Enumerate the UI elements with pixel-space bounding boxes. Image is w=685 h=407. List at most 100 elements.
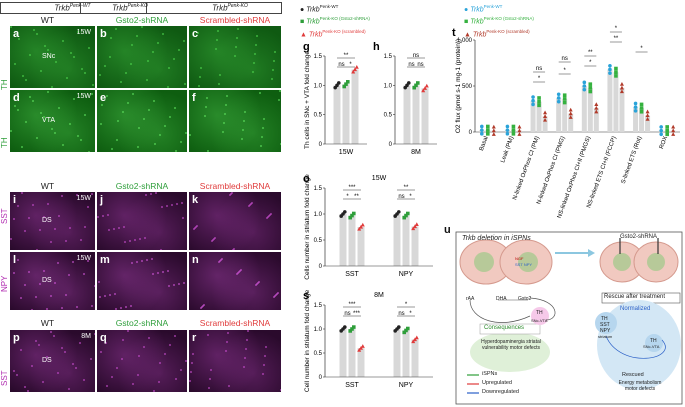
y-axis-label: Th cells in SNc + VTA fold change	[304, 51, 311, 149]
panel-letter-g: g	[303, 41, 310, 53]
bar	[581, 86, 587, 132]
data-point	[588, 82, 593, 86]
bar	[403, 85, 411, 144]
header-box-wt	[0, 2, 147, 14]
bar	[351, 69, 359, 144]
sig-label: **	[614, 36, 619, 42]
data-point	[414, 335, 419, 340]
micrograph-k: k	[189, 192, 281, 250]
bar	[639, 108, 645, 132]
data-point	[614, 74, 618, 78]
data-point	[659, 125, 663, 129]
diagram-node-th2-sub: SNc-VTA	[643, 344, 660, 349]
diagram-node-sst-npy: SST NPY	[515, 262, 533, 267]
bar	[556, 97, 562, 132]
data-point	[619, 89, 624, 94]
bar	[593, 108, 599, 132]
data-point	[588, 86, 593, 90]
diagram-node-th-striatum: TH	[601, 316, 608, 322]
legend-item-wt: ● TrkbPenk-WT	[300, 4, 339, 14]
age-label: 15W	[76, 29, 91, 36]
diagram-right-title: Gsto2-shRNA	[620, 234, 658, 240]
bar	[530, 100, 536, 132]
data-point	[556, 96, 561, 100]
condition-scrambled-2: Scrambled-shRNA	[199, 181, 271, 191]
data-point	[491, 124, 496, 129]
panel-letter-n: n	[192, 254, 199, 266]
micrograph-q: q	[97, 330, 187, 392]
data-point	[588, 89, 593, 94]
data-point	[402, 215, 406, 220]
y-tick-label: 0	[319, 375, 323, 381]
header-box-ko	[80, 2, 282, 14]
diagram-node-th-sub: SNc-VTA	[531, 318, 548, 323]
age-label: 15W	[76, 195, 91, 202]
y-tick-label: 1.5	[314, 186, 323, 192]
bar	[633, 107, 639, 132]
data-point	[480, 128, 484, 132]
bar	[568, 113, 574, 132]
diagram-node-gsto2: Gsto2	[518, 296, 532, 302]
diagram-node-dha: DHA	[496, 296, 507, 302]
condition-gsto2: Gsto2-shRNA	[115, 15, 169, 25]
data-point	[346, 80, 350, 84]
data-point	[357, 226, 362, 231]
bar	[402, 330, 410, 377]
data-point	[491, 132, 496, 136]
data-point	[639, 102, 644, 107]
data-point	[517, 128, 522, 133]
bar	[619, 87, 625, 132]
data-point	[404, 328, 408, 333]
sig-label: *	[564, 68, 567, 74]
x-tick-label: Basal	[479, 136, 490, 152]
y-tick-label: 0.5	[314, 351, 323, 357]
legend-top: ● TrkbPenk-WT ■ TrkbPenk-KO (Gsto2-shRNA…	[300, 2, 370, 39]
data-point	[619, 81, 624, 86]
diagram-rescued-text: Energy metabolism motor defects	[618, 380, 662, 392]
striatum-right-2	[647, 253, 665, 271]
data-point	[562, 97, 567, 101]
data-point	[582, 84, 587, 88]
data-point	[357, 347, 362, 352]
data-point	[614, 70, 618, 74]
data-point	[671, 124, 676, 129]
y-axis-label: Cell number in striatum fold change	[304, 289, 311, 392]
sig-label: ***	[348, 185, 356, 191]
region-label: DS	[42, 277, 52, 284]
header-genotype-ko1: TrkbPenk-KO	[112, 3, 148, 13]
data-point	[413, 337, 417, 342]
y-tick-label: 0.5	[384, 113, 393, 119]
data-point	[406, 326, 410, 331]
age-label: 15W	[76, 255, 91, 262]
condition-scrambled-3: Scrambled-shRNA	[199, 318, 271, 328]
bar	[393, 329, 401, 377]
sig-label: ns	[417, 62, 423, 68]
data-point	[568, 111, 573, 116]
data-point	[411, 226, 416, 231]
condition-gsto2-3: Gsto2-shRNA	[115, 318, 169, 328]
data-point	[639, 106, 644, 110]
data-point	[645, 113, 650, 118]
panel-letter-j: j	[100, 194, 104, 206]
bar	[333, 85, 341, 144]
age-label: 15W	[76, 93, 91, 100]
data-point	[568, 107, 573, 112]
y-tick-label: 1.0	[384, 83, 393, 89]
header-genotype-ko2: TrkbPenk-KO	[212, 3, 248, 13]
bar	[393, 214, 401, 266]
y-tick-label: 1.0	[314, 83, 323, 89]
panel-letter-c: c	[192, 28, 199, 40]
panel-letter-e: e	[100, 92, 107, 104]
diagram-node-ngf: NGF	[515, 256, 524, 261]
diagram-left-title: Trkb deletion in iSPNs	[462, 235, 531, 242]
data-point	[337, 81, 341, 85]
micrograph-d: d 15W VTA	[10, 90, 95, 152]
condition-scrambled: Scrambled-shRNA	[199, 15, 271, 25]
data-point	[351, 69, 356, 74]
diagram-consequences-label: Consequences	[484, 325, 525, 331]
data-point	[619, 85, 624, 90]
panel-letter-q: q	[100, 332, 107, 344]
data-point	[397, 325, 401, 329]
bar	[402, 215, 410, 266]
